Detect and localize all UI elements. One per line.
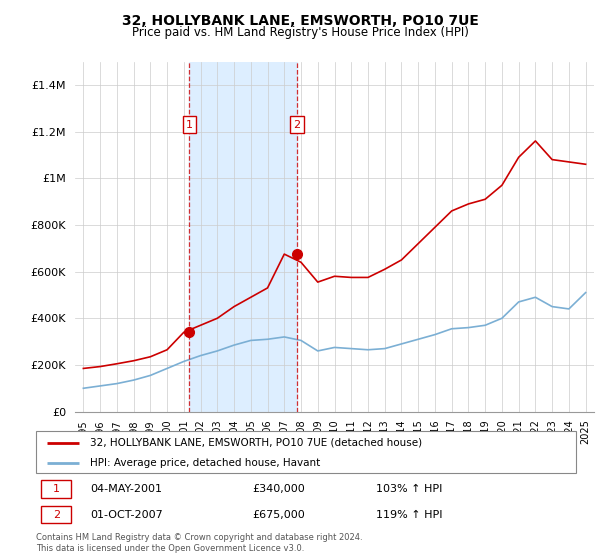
- Text: Contains HM Land Registry data © Crown copyright and database right 2024.
This d: Contains HM Land Registry data © Crown c…: [36, 533, 362, 553]
- Text: Price paid vs. HM Land Registry's House Price Index (HPI): Price paid vs. HM Land Registry's House …: [131, 26, 469, 39]
- Text: 1: 1: [186, 120, 193, 129]
- Text: 2: 2: [293, 120, 301, 129]
- Text: 04-MAY-2001: 04-MAY-2001: [90, 484, 162, 494]
- Text: HPI: Average price, detached house, Havant: HPI: Average price, detached house, Hava…: [90, 458, 320, 468]
- Text: £675,000: £675,000: [252, 510, 305, 520]
- Text: 01-OCT-2007: 01-OCT-2007: [90, 510, 163, 520]
- Text: 32, HOLLYBANK LANE, EMSWORTH, PO10 7UE (detached house): 32, HOLLYBANK LANE, EMSWORTH, PO10 7UE (…: [90, 438, 422, 448]
- FancyBboxPatch shape: [41, 506, 71, 523]
- Text: 2: 2: [53, 510, 60, 520]
- Text: £340,000: £340,000: [252, 484, 305, 494]
- FancyBboxPatch shape: [41, 480, 71, 498]
- FancyBboxPatch shape: [36, 431, 576, 473]
- Text: 103% ↑ HPI: 103% ↑ HPI: [376, 484, 443, 494]
- Text: 119% ↑ HPI: 119% ↑ HPI: [376, 510, 443, 520]
- Text: 1: 1: [53, 484, 60, 494]
- Text: 32, HOLLYBANK LANE, EMSWORTH, PO10 7UE: 32, HOLLYBANK LANE, EMSWORTH, PO10 7UE: [122, 14, 478, 28]
- Bar: [190, 62, 297, 412]
